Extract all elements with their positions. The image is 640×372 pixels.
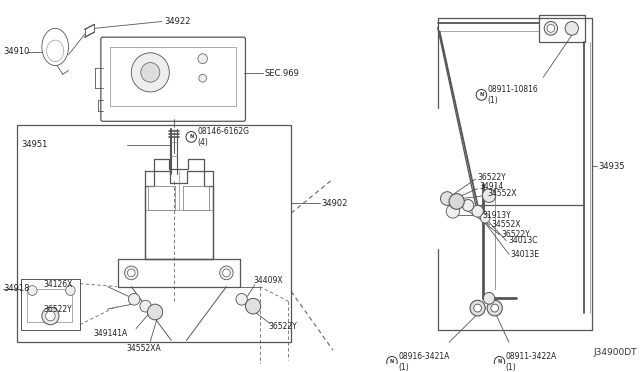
Text: 36522Y: 36522Y (477, 173, 506, 182)
Circle shape (147, 304, 163, 320)
Circle shape (42, 307, 59, 325)
Text: 34922: 34922 (164, 17, 191, 26)
Circle shape (236, 294, 248, 305)
Circle shape (199, 74, 207, 82)
Text: 34552XA: 34552XA (127, 344, 161, 353)
Circle shape (28, 286, 37, 295)
Circle shape (481, 213, 490, 223)
Circle shape (462, 199, 474, 211)
Circle shape (487, 300, 502, 316)
Bar (27, 289, 72, 322)
Bar (110, 47, 236, 106)
Circle shape (565, 22, 579, 35)
Circle shape (198, 54, 207, 64)
Circle shape (140, 300, 151, 312)
Text: 36522Y: 36522Y (501, 230, 530, 239)
Text: N: N (497, 359, 502, 365)
Text: 08911-10816
(1): 08911-10816 (1) (488, 85, 538, 105)
Text: 34552X: 34552X (487, 189, 516, 198)
Bar (17, 125, 291, 342)
Text: 08911-3422A
(1): 08911-3422A (1) (506, 352, 557, 372)
Text: 34914: 34914 (479, 182, 504, 191)
Text: N: N (189, 134, 193, 140)
Text: 34935: 34935 (598, 162, 625, 171)
Text: N: N (390, 359, 394, 365)
Text: 31913Y: 31913Y (483, 211, 511, 220)
Bar (540, 15, 585, 42)
Circle shape (544, 22, 557, 35)
Circle shape (220, 266, 233, 280)
Text: 34013E: 34013E (511, 250, 540, 259)
Circle shape (223, 269, 230, 277)
Text: 08916-3421A
(1): 08916-3421A (1) (398, 352, 449, 372)
Text: 34910: 34910 (3, 47, 29, 56)
Circle shape (547, 25, 555, 32)
Text: J34900DT: J34900DT (594, 347, 637, 357)
Circle shape (449, 194, 464, 209)
Circle shape (246, 298, 260, 314)
Circle shape (131, 53, 170, 92)
Circle shape (470, 300, 485, 316)
Text: 34918: 34918 (3, 284, 29, 293)
Text: 349141A: 349141A (93, 329, 127, 338)
Circle shape (45, 311, 55, 321)
Circle shape (440, 192, 454, 205)
Circle shape (472, 205, 483, 217)
Circle shape (491, 304, 499, 312)
Text: 34409X: 34409X (253, 276, 283, 285)
Circle shape (125, 266, 138, 280)
Text: 34951: 34951 (21, 140, 47, 149)
Text: 08146-6162G
(4): 08146-6162G (4) (197, 127, 250, 147)
Text: N: N (479, 92, 484, 97)
Text: 36522Y: 36522Y (268, 322, 297, 331)
Circle shape (483, 292, 495, 304)
Text: 34902: 34902 (321, 199, 348, 208)
Text: 36522Y: 36522Y (44, 305, 72, 314)
Circle shape (129, 294, 140, 305)
Circle shape (474, 304, 481, 312)
Text: SEC.969: SEC.969 (264, 69, 300, 78)
Text: 34126X: 34126X (44, 280, 73, 289)
Text: 34552X: 34552X (492, 221, 522, 230)
Circle shape (141, 62, 160, 82)
Bar (21, 279, 80, 330)
Text: 34013C: 34013C (508, 236, 538, 245)
Circle shape (483, 189, 496, 202)
Circle shape (66, 286, 75, 295)
Circle shape (127, 269, 135, 277)
Circle shape (446, 205, 460, 218)
